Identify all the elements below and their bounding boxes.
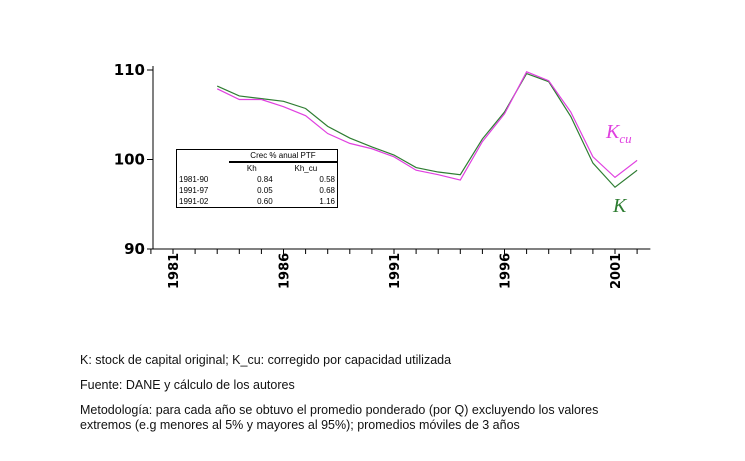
- x-tick-label: 1991: [388, 253, 403, 289]
- series-line-k: [216, 72, 638, 189]
- line-chart: 90 100 110 1981 1986 1991 1996 2001 K Kcu: [114, 61, 651, 289]
- period: 1991-97: [179, 186, 209, 195]
- kh-value: 0.84: [257, 175, 273, 184]
- kh-cu-value: 0.58: [319, 175, 335, 184]
- note-source: Fuente: DANE y cálculo de los autores: [80, 378, 295, 392]
- table-row: 1981-90 0.84 0.58: [177, 174, 337, 185]
- kh-value: 0.05: [257, 186, 273, 195]
- table-title: Crec % anual PTF: [228, 150, 337, 163]
- y-tick-label: 100: [114, 151, 145, 169]
- note-methodology: Metodología: para cada año se obtuvo el …: [80, 403, 599, 432]
- period: 1991-02: [179, 197, 209, 206]
- x-tick-label: 1981: [167, 253, 182, 289]
- y-tick-label: 110: [114, 61, 145, 79]
- table-row: 1991-97 0.05 0.68: [177, 185, 337, 196]
- period: 1981-90: [179, 175, 209, 184]
- note-legend: K: stock de capital original; K_cu: corr…: [80, 353, 452, 367]
- series-label-kcu: Kcu: [605, 121, 632, 146]
- y-tick-label: 90: [124, 240, 145, 258]
- kh-value: 0.60: [257, 197, 273, 206]
- x-tick-label: 2001: [609, 253, 624, 289]
- x-tick-label: 1986: [278, 253, 293, 289]
- col-kh: Kh: [246, 164, 257, 173]
- table-row: 1991-02 0.60 1.16: [177, 196, 337, 207]
- kh-cu-value: 1.16: [319, 197, 335, 206]
- x-tick-label: 1996: [499, 253, 514, 289]
- series-line-kcu: [216, 71, 638, 181]
- col-kh-cu: Kh_cu: [294, 164, 318, 173]
- kh-cu-value: 0.68: [319, 186, 335, 195]
- series-label-k: K: [612, 195, 628, 217]
- inset-table: Crec % anual PTF Kh Kh_cu 1981-90 0.84 0.58…: [176, 149, 338, 208]
